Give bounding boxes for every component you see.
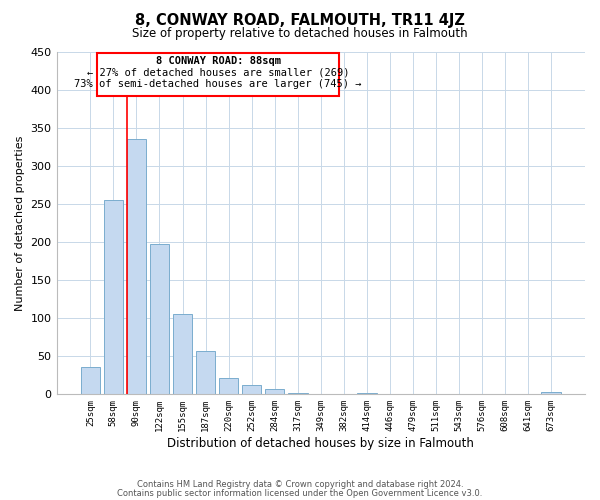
Bar [127, 139, 146, 394]
Text: 73% of semi-detached houses are larger (745) →: 73% of semi-detached houses are larger (… [74, 80, 362, 90]
Bar [97, 53, 339, 96]
Text: Contains HM Land Registry data © Crown copyright and database right 2024.: Contains HM Land Registry data © Crown c… [137, 480, 463, 489]
Text: 8 CONWAY ROAD: 88sqm: 8 CONWAY ROAD: 88sqm [156, 56, 281, 66]
Bar [173, 314, 193, 394]
Text: Contains public sector information licensed under the Open Government Licence v3: Contains public sector information licen… [118, 490, 482, 498]
Bar [196, 351, 215, 395]
Bar [541, 392, 561, 394]
Bar [219, 378, 238, 394]
Bar [104, 200, 123, 394]
Y-axis label: Number of detached properties: Number of detached properties [15, 135, 25, 310]
Bar [149, 244, 169, 394]
Bar [288, 393, 308, 394]
Text: ← 27% of detached houses are smaller (269): ← 27% of detached houses are smaller (26… [87, 68, 349, 78]
Text: Size of property relative to detached houses in Falmouth: Size of property relative to detached ho… [132, 28, 468, 40]
Text: 8, CONWAY ROAD, FALMOUTH, TR11 4JZ: 8, CONWAY ROAD, FALMOUTH, TR11 4JZ [135, 12, 465, 28]
Bar [357, 393, 377, 394]
Bar [265, 389, 284, 394]
X-axis label: Distribution of detached houses by size in Falmouth: Distribution of detached houses by size … [167, 437, 474, 450]
Bar [242, 385, 262, 394]
Bar [80, 367, 100, 394]
